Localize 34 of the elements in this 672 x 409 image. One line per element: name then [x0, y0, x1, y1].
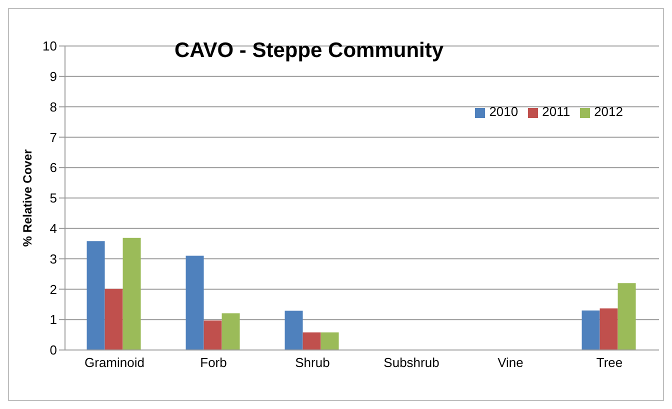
x-tick-label: Forb	[200, 355, 227, 370]
bar	[600, 308, 618, 350]
bar	[302, 332, 321, 350]
x-tick-label: Vine	[498, 355, 524, 370]
x-tick-label: Shrub	[295, 355, 330, 370]
bar	[104, 288, 123, 350]
bar	[86, 241, 105, 350]
legend-label: 2010	[489, 104, 518, 119]
y-tick-label: 7	[50, 130, 57, 145]
legend-label: 2011	[542, 104, 570, 119]
x-tick-label: Tree	[596, 355, 623, 370]
y-tick-label: 0	[50, 342, 57, 358]
bar	[320, 332, 339, 350]
y-tick-label: 4	[50, 221, 57, 236]
x-tick-label: Graminoid	[84, 355, 144, 370]
legend-label: 2012	[594, 104, 623, 119]
bar	[618, 283, 636, 350]
bar	[222, 313, 240, 350]
bar	[186, 256, 204, 350]
bar	[204, 320, 222, 350]
chart-title: CAVO - Steppe Community	[174, 39, 444, 62]
y-tick-label: 6	[50, 160, 57, 176]
y-tick-label: 5	[50, 190, 57, 206]
y-axis-title: % Relative Cover	[20, 148, 34, 247]
y-tick-label: 2	[50, 282, 57, 297]
bar	[284, 310, 303, 350]
y-tick-label: 3	[50, 251, 57, 266]
y-tick-label: 10	[42, 38, 57, 54]
y-tick-label: 1	[50, 312, 57, 328]
x-tick-label: Subshrub	[384, 355, 440, 370]
y-tick-label: 8	[50, 99, 57, 114]
bar	[582, 310, 600, 350]
y-tick-label: 9	[50, 69, 57, 84]
bar	[122, 238, 141, 350]
